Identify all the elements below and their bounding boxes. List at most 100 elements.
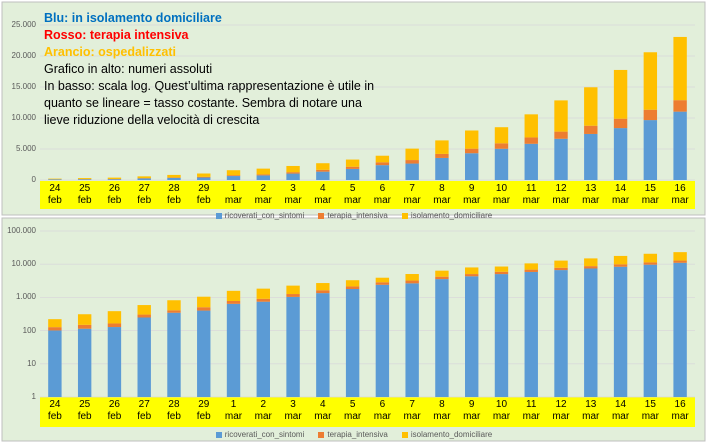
bar-segment — [345, 166, 360, 169]
bar-segment — [167, 300, 181, 311]
bar-segment — [613, 255, 628, 265]
bar-segment — [197, 307, 211, 311]
bar-segment — [107, 177, 122, 179]
bar-segment — [48, 330, 62, 397]
bar-segment — [345, 286, 360, 290]
bar-segment — [197, 310, 211, 397]
x-tick-label: 28 feb — [167, 183, 181, 206]
legend-item: isolamento_domiciliare — [401, 430, 492, 439]
x-tick-label: 5 mar — [343, 183, 362, 206]
x-tick-label: 13 mar — [582, 399, 600, 422]
bar-segment — [107, 179, 122, 180]
bar-segment — [286, 172, 300, 174]
x-tick-label: 11 mar — [522, 183, 540, 206]
bar-segment — [643, 52, 658, 110]
legend-label: terapia_intensiva — [327, 211, 388, 220]
x-tick-label: 16 mar — [671, 399, 689, 422]
bar-segment — [137, 305, 151, 315]
x-tick-label: 2 mar — [254, 183, 272, 206]
bar-segment — [77, 314, 92, 325]
bar-segment — [137, 317, 151, 397]
bar-segment — [435, 153, 449, 158]
bar-segment — [405, 148, 419, 161]
bar-segment — [554, 270, 568, 397]
annotation: In basso: scala log. Quest’ultima rappre… — [44, 79, 375, 127]
x-tick-label: 26 feb — [107, 183, 122, 206]
bar-segment — [494, 143, 509, 149]
bar-segment — [316, 171, 330, 180]
y-tick-label: 10.000 — [11, 259, 36, 269]
bar-segment — [613, 128, 628, 180]
bar-segment — [405, 283, 419, 397]
bar-segment — [643, 253, 658, 263]
annotation: Grafico in alto: numeri assoluti — [44, 62, 213, 76]
bar-segment — [48, 319, 62, 328]
bar-segment — [524, 137, 538, 144]
bar-segment — [524, 269, 538, 272]
bar-segment — [77, 328, 92, 397]
bar-segment — [435, 279, 449, 397]
bar-segment — [286, 296, 300, 397]
bar-segment — [167, 310, 181, 313]
x-tick-label: 14 mar — [611, 183, 630, 206]
y-tick-label: 10 — [27, 358, 36, 368]
x-tick-label: 7 mar — [403, 183, 421, 206]
x-tick-label: 24 feb — [47, 183, 62, 206]
bar-segment — [375, 165, 390, 180]
bar-segment — [554, 100, 568, 132]
bar-segment — [286, 173, 300, 180]
bar-segment — [405, 163, 419, 180]
bar-segment — [584, 87, 598, 126]
bar-segment — [494, 266, 509, 272]
y-tick-label: 5.000 — [15, 144, 36, 153]
x-tick-label: 25 feb — [77, 183, 92, 206]
x-tick-label: 12 mar — [552, 183, 570, 206]
bar-segment — [286, 285, 300, 295]
legend: ricoverati_con_sintomi terapia_intensiva i… — [0, 430, 708, 439]
bar-segment — [77, 178, 92, 180]
bar-segment — [613, 266, 628, 397]
x-tick-label: 10 mar — [492, 183, 511, 206]
y-tick-label: 15.000 — [11, 82, 36, 91]
annotation-box: Blu: in isolamento domiciliare Rosso: ter… — [44, 10, 384, 129]
bar-segment — [256, 168, 270, 175]
bar-segment — [197, 296, 211, 308]
y-tick-label: 20.000 — [11, 51, 36, 60]
bar-segment — [197, 177, 211, 180]
bar-segment — [524, 143, 538, 180]
bar-segment — [256, 298, 270, 302]
bar-segment — [435, 270, 449, 277]
bar-segment — [226, 170, 241, 176]
x-tick-label: 6 mar — [373, 183, 391, 206]
x-tick-label: 25 feb — [77, 399, 92, 422]
bar-segment — [554, 131, 568, 139]
bar-segment — [494, 148, 509, 180]
legend-swatch — [215, 212, 222, 219]
bar-segment — [256, 288, 270, 299]
bar-segment — [316, 293, 330, 397]
bar-segment — [554, 138, 568, 180]
bar-segment — [673, 100, 687, 112]
x-tick-label: 27 feb — [137, 183, 152, 206]
bar-segment — [584, 133, 598, 180]
legend-label: isolamento_domiciliare — [410, 211, 493, 220]
bar-segment — [345, 159, 360, 167]
legend-swatch — [318, 212, 325, 219]
category-band — [40, 181, 695, 209]
x-tick-label: 1 mar — [224, 399, 243, 422]
bar-segment — [256, 175, 270, 180]
bar-segment — [226, 303, 241, 397]
bar-segment — [673, 252, 687, 261]
bar-segment — [435, 140, 449, 154]
x-tick-label: 15 mar — [641, 399, 659, 422]
bar-segment — [345, 280, 360, 287]
bar-segment — [465, 153, 479, 180]
bar-segment — [226, 175, 241, 177]
x-tick-label: 5 mar — [343, 399, 362, 422]
annotation: Blu: in isolamento domiciliare — [44, 11, 222, 25]
bar-segment — [465, 276, 479, 397]
x-tick-label: 8 mar — [433, 183, 451, 206]
bar-segment — [435, 276, 449, 280]
x-tick-label: 8 mar — [433, 399, 451, 422]
x-tick-label: 16 mar — [671, 183, 689, 206]
